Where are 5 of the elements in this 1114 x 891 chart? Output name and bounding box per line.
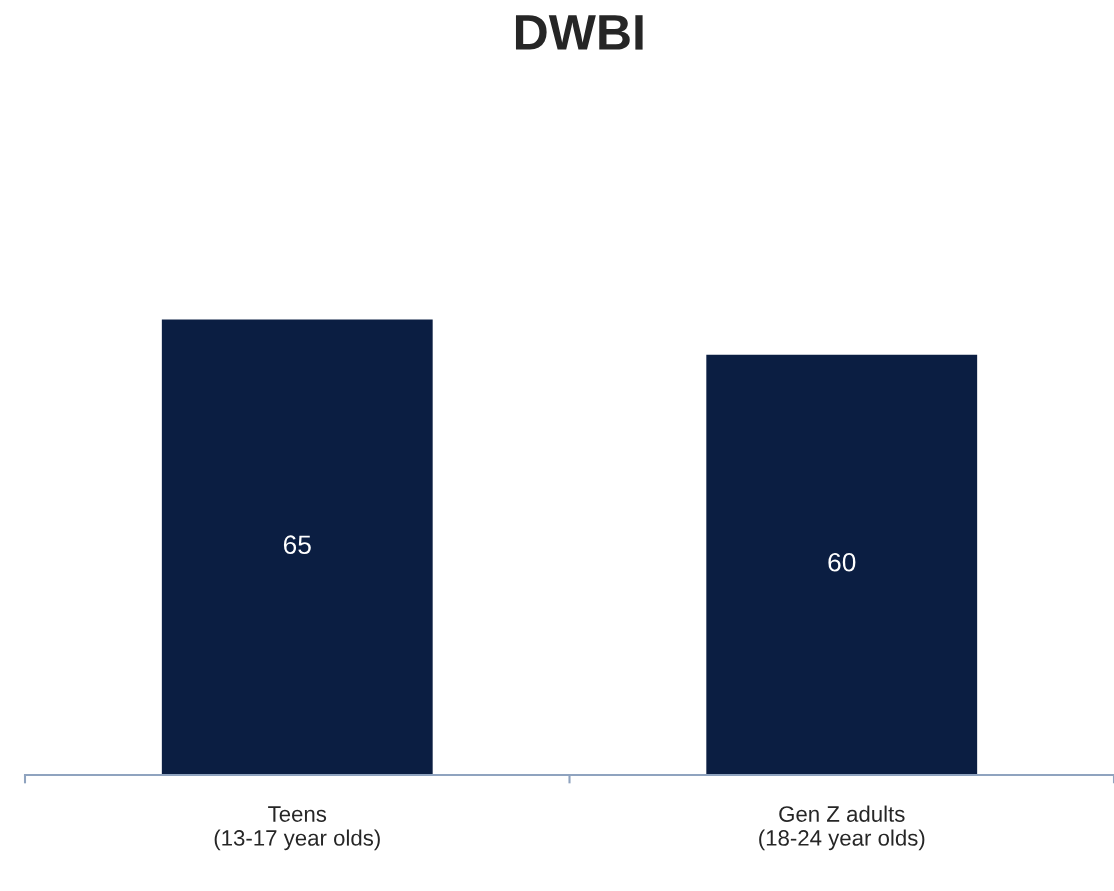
x-tick-label: Gen Z adults (18-24 year olds) [759, 805, 925, 851]
x-tick-label: Teens (13-17 year olds) [214, 806, 380, 851]
data-label: 65 [283, 535, 311, 555]
data-label: 60 [828, 552, 856, 572]
chart-title: DWBI [515, 15, 643, 50]
